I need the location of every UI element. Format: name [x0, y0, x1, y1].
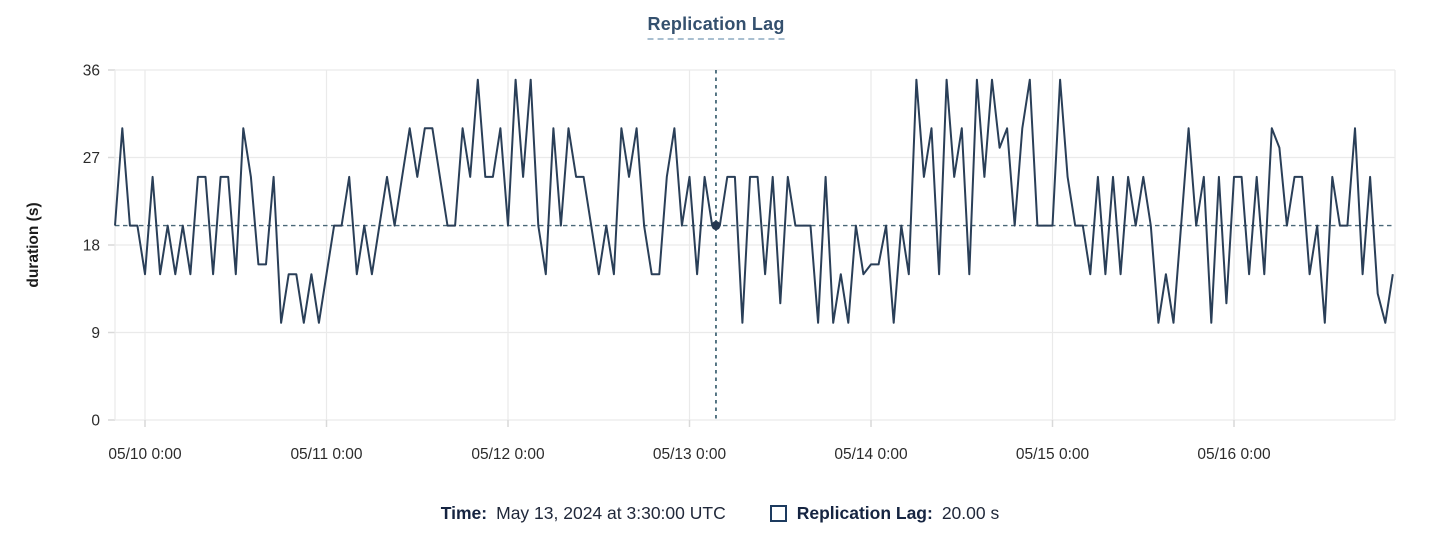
series-legend-toggle[interactable]: Replication Lag: 20.00 s	[769, 503, 1000, 524]
chart-title-wrap: Replication Lag	[647, 14, 785, 40]
y-tick-label: 36	[83, 63, 100, 80]
x-tick-label: 05/14 0:00	[834, 446, 908, 463]
x-tick-label: 05/16 0:00	[1197, 446, 1271, 463]
series-label: Replication Lag:	[796, 503, 933, 523]
y-tick-label: 18	[83, 238, 100, 255]
chart-title[interactable]: Replication Lag	[647, 14, 785, 40]
x-tick-label: 05/11 0:00	[290, 446, 362, 463]
x-tick-label: 05/10 0:00	[108, 446, 182, 463]
lag-chart-svg[interactable]: 0 9 18 27 36 05/10 0:00 05/11 0:00 05/12 0:00 05…	[0, 0, 1440, 490]
lag-series-line	[114, 78, 1394, 324]
x-tick-label: 05/15 0:00	[1016, 446, 1090, 463]
series-swatch-icon	[769, 505, 787, 522]
time-readout: Time: May 13, 2024 at 3:30:00 UTC	[441, 503, 726, 524]
x-tick-label: 05/13 0:00	[653, 446, 727, 463]
y-axis-title: duration (s)	[25, 202, 42, 287]
time-value: May 13, 2024 at 3:30:00 UTC	[496, 503, 726, 523]
x-tick-label: 05/12 0:00	[471, 446, 545, 463]
time-label: Time:	[440, 503, 488, 523]
series-value: 20.00 s	[941, 503, 1000, 523]
y-tick-label: 27	[83, 150, 100, 167]
hover-point-marker	[711, 221, 721, 231]
y-tick-label: 0	[91, 413, 100, 430]
y-tick-label: 9	[91, 325, 100, 342]
hover-readout-bar: Time: May 13, 2024 at 3:30:00 UTC Replic…	[0, 503, 1440, 524]
